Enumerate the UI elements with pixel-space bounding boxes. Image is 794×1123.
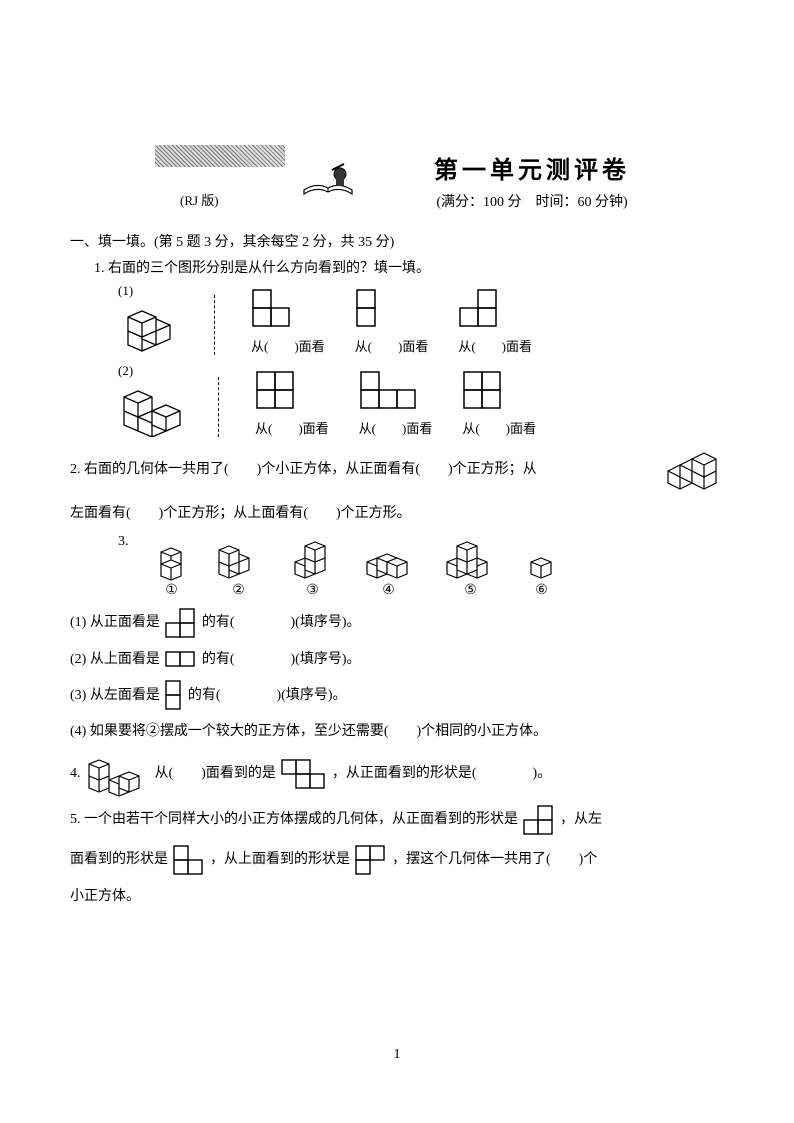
q1-1-view-c [458, 288, 502, 332]
redacted-block [155, 145, 285, 167]
q5-line3: 小正方体。 [70, 884, 724, 911]
q1-blank: 从( )面看 [462, 418, 536, 437]
q5-line2: 面看到的形状是 ，从上面看到的形状是 ，摆这个几何体一共用了( )个 [70, 844, 724, 878]
q1-blank: 从( )面看 [255, 418, 329, 437]
q5-line1: 5. 一个由若干个同样大小的小正方体摆成的几何体，从正面看到的形状是 ，从左 [70, 804, 724, 838]
q1-blank: 从( )面看 [251, 336, 325, 355]
q3-fig3 [291, 534, 335, 582]
version-label: (RJ 版) [180, 190, 219, 209]
q3-fig6 [527, 550, 557, 582]
q2-line2: 左面看有( )个正方形；从上面看有( )个正方形。 [70, 501, 724, 528]
q1-blank: 从( )面看 [359, 418, 433, 437]
dashed-separator [218, 377, 219, 437]
page-number: 1 [0, 1047, 794, 1063]
q3-figures: 3. ① ② ③ ④ ⑤ ⑥ [118, 534, 724, 599]
q3-fig2 [215, 538, 263, 582]
q1-sub2-label: (2) [118, 363, 182, 379]
q3-s4: (4) 如果要将②摆成一个较大的正方体，至少还需要( )个相同的小正方体。 [70, 719, 724, 746]
q1-2-solid [118, 381, 182, 437]
q1-1-solid [118, 301, 178, 355]
q1-row2: (2) 从( )面看 从( )面看 [118, 363, 724, 437]
q1-stem: 1. 右面的三个图形分别是从什么方向看到的？填一填。 [94, 257, 724, 277]
book-icon [300, 160, 356, 200]
q4-solid [85, 752, 151, 798]
q1-sub1-label: (1) [118, 283, 178, 299]
q4-flat [280, 758, 328, 792]
q1-blank: 从( )面看 [355, 336, 429, 355]
q3-fig4 [363, 546, 415, 582]
header: (RJ 版) 第一单元测评卷 (满分：100 分 时间：60 分钟) [70, 150, 724, 211]
q1-1-view-a [251, 288, 295, 332]
q4-line: 4. 从( )面看到的是 ，从正面看到的形状是( )。 [70, 752, 724, 798]
q1-1-view-b [355, 288, 399, 332]
q3-num: 3. [118, 534, 129, 550]
subtitle: (满分：100 分 时间：60 分钟) [434, 191, 630, 211]
section-heading: 一、填一填。(第 5 题 3 分，其余每空 2 分，共 35 分) [70, 231, 724, 251]
page-title: 第一单元测评卷 [434, 150, 630, 185]
q1-2-view-c [462, 370, 506, 414]
q3-fig5 [443, 538, 499, 582]
q3-s1: (1) 从正面看是 的有( )(填序号)。 [70, 607, 724, 641]
q1-2-view-a [255, 370, 299, 414]
q3-s3: (3) 从左面看是 的有( )(填序号)。 [70, 679, 724, 713]
q2-line1: 2. 右面的几何体一共用了( )个小正方体，从正面看有( )个正方形；从 [70, 445, 724, 495]
q2-solid [662, 445, 720, 495]
q1-row1: (1) 从( )面看 从( )面看 [118, 283, 724, 355]
q3-fig1 [157, 534, 187, 582]
dashed-separator [214, 295, 215, 355]
q1-2-view-b [359, 370, 421, 414]
q3-s2: (2) 从上面看是 的有( )(填序号)。 [70, 647, 724, 674]
q1-blank: 从( )面看 [458, 336, 532, 355]
